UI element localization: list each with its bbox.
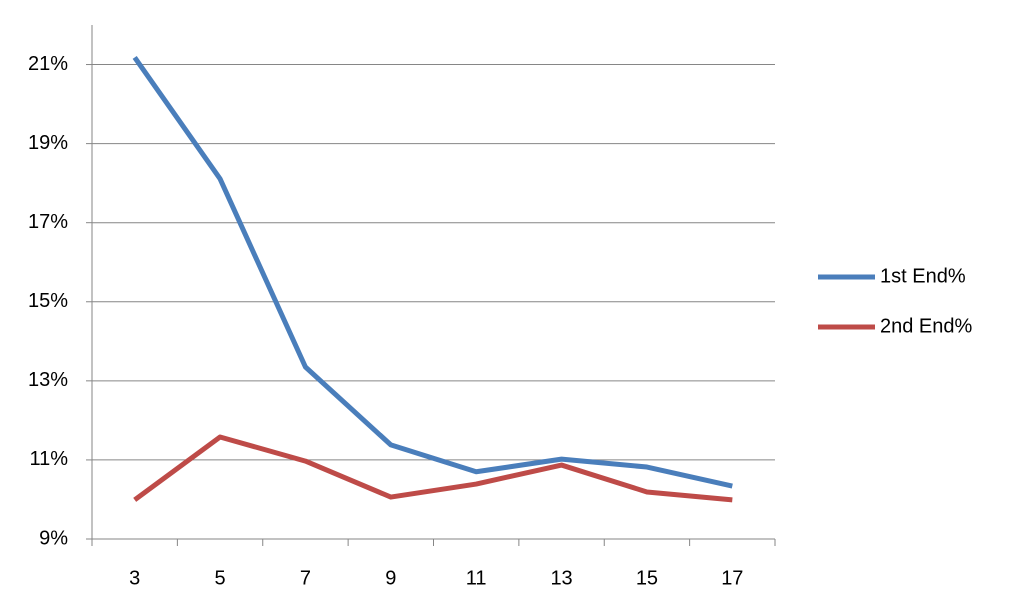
y-tick-label: 19%: [28, 132, 68, 154]
series-line: [132, 55, 733, 489]
y-tick-label: 13%: [28, 369, 68, 391]
legend-label: 2nd End%: [880, 315, 973, 337]
x-tick-label: 17: [721, 567, 743, 589]
y-tick-label: 15%: [28, 290, 68, 312]
x-tick-label: 7: [300, 567, 311, 589]
y-tick-label: 11%: [29, 448, 68, 470]
x-tick-label: 9: [385, 567, 396, 589]
x-tick-label: 13: [550, 567, 572, 589]
y-tick-label: 17%: [28, 211, 68, 233]
x-tick-label: 3: [129, 567, 140, 589]
x-tick-label: 11: [466, 567, 487, 589]
y-tick-label: 21%: [28, 53, 68, 75]
x-tick-label: 5: [215, 567, 226, 589]
series-line: [133, 434, 733, 503]
legend-label: 1st End%: [880, 265, 966, 287]
x-tick-label: 15: [636, 567, 658, 589]
y-tick-label: 9%: [39, 527, 68, 549]
